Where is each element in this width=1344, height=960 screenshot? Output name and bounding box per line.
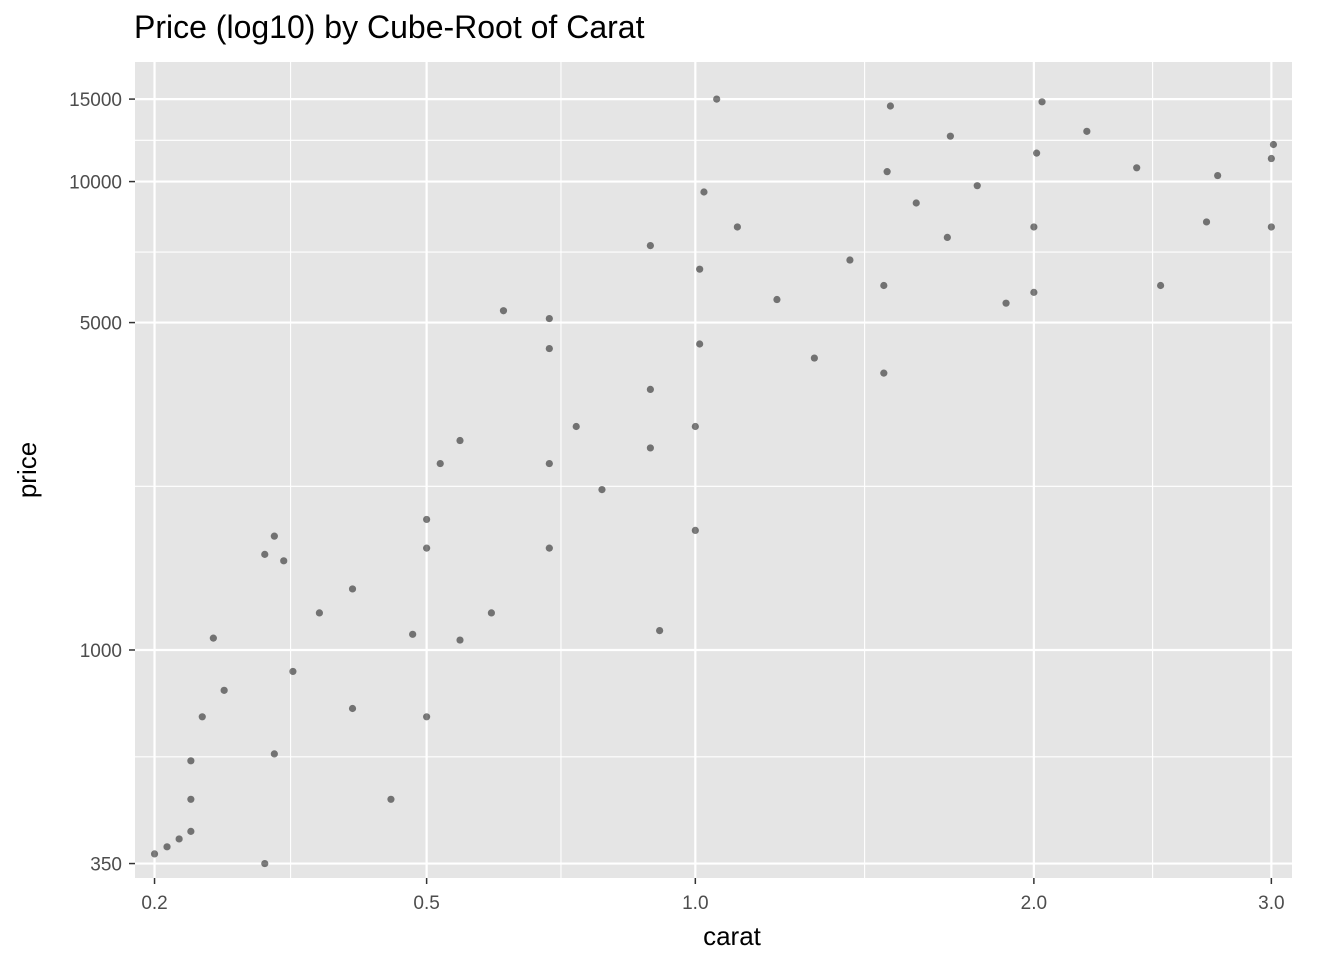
data-point (261, 859, 269, 868)
data-point (187, 795, 195, 803)
data-point (436, 459, 444, 468)
data-point (691, 422, 699, 431)
data-point (598, 485, 606, 494)
data-point (1267, 223, 1275, 231)
data-point (696, 340, 704, 348)
data-point (487, 609, 496, 617)
data-point (646, 241, 654, 250)
data-point (1156, 281, 1165, 290)
data-point (880, 369, 888, 377)
data-point (1002, 299, 1010, 307)
data-point (733, 223, 741, 231)
x-tick-label: 3.0 (1258, 893, 1284, 914)
y-axis-title: price (12, 442, 42, 498)
data-point (499, 307, 508, 315)
x-axis: 0.2 0.5 1.0 2.0 3.0 (141, 878, 1285, 914)
y-tick-label: 5000 (80, 314, 122, 335)
data-point (198, 713, 206, 721)
data-point (700, 188, 708, 196)
data-point (209, 634, 217, 642)
x-axis-title: carat (703, 921, 762, 951)
data-point (1038, 98, 1046, 106)
data-point (883, 168, 891, 176)
data-point (1214, 171, 1222, 180)
data-point (880, 281, 888, 290)
data-point (456, 436, 464, 445)
data-point (261, 550, 269, 558)
data-point (810, 354, 818, 362)
data-point (409, 630, 417, 638)
data-point (456, 636, 464, 644)
data-point (912, 199, 920, 207)
data-point (423, 515, 431, 524)
grid-minor (135, 62, 1292, 878)
data-point (1030, 223, 1038, 231)
x-tick-label: 2.0 (1021, 893, 1047, 914)
data-point (545, 314, 553, 323)
y-tick-label: 10000 (69, 173, 122, 194)
x-tick-label: 0.2 (141, 893, 167, 914)
data-point (175, 835, 183, 843)
data-point (163, 843, 171, 851)
y-tick-label: 350 (90, 855, 122, 876)
x-tick-label: 1.0 (682, 893, 708, 914)
data-point (773, 295, 781, 304)
data-points (150, 95, 1278, 868)
data-point (886, 102, 895, 110)
data-point (545, 459, 553, 468)
data-point (289, 667, 297, 676)
data-point (1202, 218, 1211, 226)
y-tick-label: 1000 (80, 641, 122, 662)
data-point (348, 704, 357, 713)
data-point (423, 544, 431, 552)
data-point (545, 544, 553, 552)
data-point (150, 850, 159, 858)
data-point (1269, 140, 1278, 149)
data-point (220, 686, 228, 694)
data-point (348, 585, 357, 593)
data-point (545, 344, 553, 353)
data-point (656, 626, 664, 635)
data-point (187, 827, 195, 835)
plot-panel (135, 62, 1292, 878)
data-point (846, 256, 854, 264)
y-axis: 350 1000 5000 10000 15000 (69, 90, 135, 876)
y-tick-label: 15000 (69, 90, 122, 111)
data-point (270, 750, 278, 758)
data-point (1033, 149, 1041, 157)
data-point (1267, 154, 1275, 163)
data-point (696, 265, 704, 273)
data-point (691, 526, 699, 535)
data-point (187, 757, 195, 765)
data-point (315, 609, 324, 617)
data-point (280, 557, 288, 565)
x-tick-label: 0.5 (413, 893, 439, 914)
data-point (1030, 288, 1038, 296)
data-point (713, 95, 721, 103)
data-point (943, 233, 951, 242)
data-point (270, 532, 278, 540)
data-point (1133, 164, 1141, 172)
data-point (973, 182, 981, 190)
chart-title: Price (log10) by Cube-Root of Carat (134, 9, 645, 45)
data-point (646, 385, 654, 394)
data-point (946, 132, 954, 140)
data-point (646, 444, 654, 452)
data-point (423, 713, 431, 721)
data-point (1083, 127, 1091, 135)
data-point (572, 422, 580, 431)
data-point (387, 795, 395, 803)
